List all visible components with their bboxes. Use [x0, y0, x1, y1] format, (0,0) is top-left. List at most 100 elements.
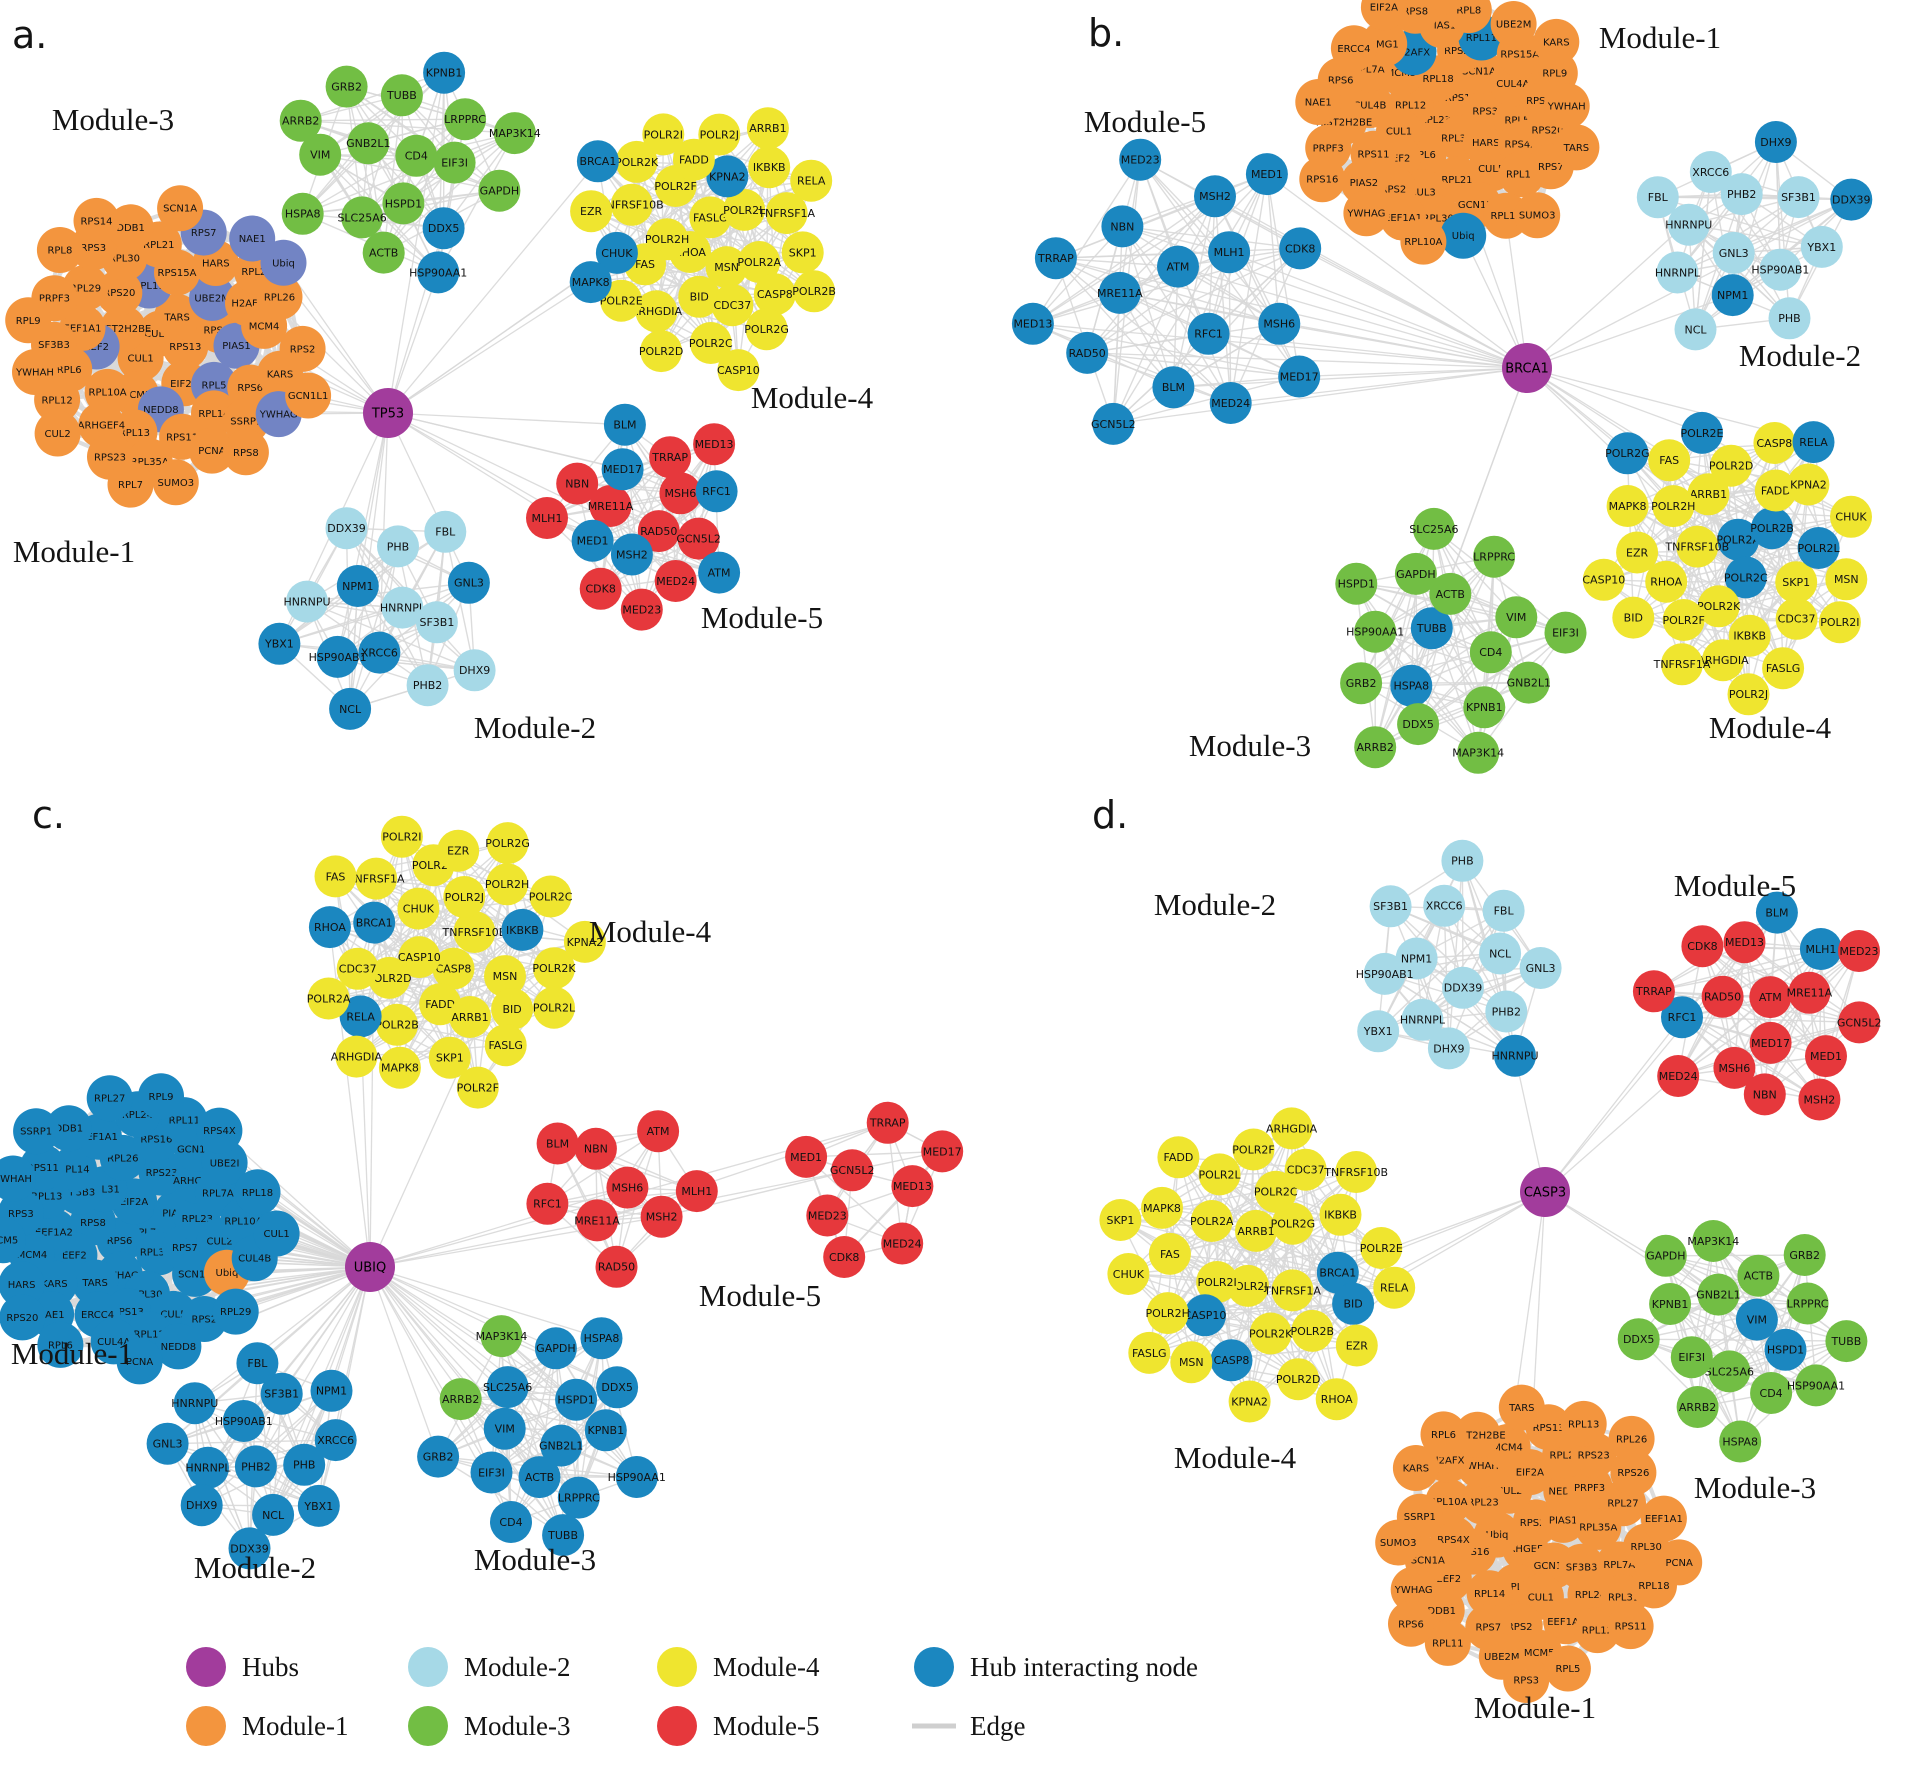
gene-node-circle [1754, 469, 1797, 512]
gene-node-circle [422, 207, 465, 250]
gene-node-circle [470, 1451, 513, 1494]
gene-node: XRCC6 [358, 631, 401, 674]
gene-node: RFC1 [695, 470, 738, 513]
gene-node-circle [180, 1484, 223, 1527]
gene-node-circle [584, 1409, 627, 1452]
gene-node-circle [86, 1075, 133, 1122]
gene-node-circle [1284, 1148, 1327, 1191]
gene-node-circle [1187, 312, 1230, 355]
gene-node-circle [423, 51, 466, 94]
gene-node-circle [1146, 1292, 1189, 1335]
edge [1390, 905, 1507, 1013]
gene-node: TARS [1553, 124, 1600, 171]
gene-node: SKP1 [781, 231, 824, 274]
edge [369, 1266, 562, 1447]
gene-node: SUMO3 [152, 459, 199, 506]
gene-node: CD4 [395, 134, 438, 177]
gene-node: FAS [1148, 1232, 1191, 1275]
edge [1113, 375, 1300, 425]
gene-node: MED23 [620, 588, 663, 631]
edge [1670, 1302, 1808, 1305]
gene-node-circle [1490, 1, 1537, 47]
gene-node-circle [325, 507, 368, 550]
gene-node-circle [1277, 1358, 1320, 1401]
gene-node: SKP1 [1099, 1199, 1142, 1241]
gene-node: NPM1 [310, 1369, 353, 1412]
gene-node: BRCA1 [353, 901, 396, 944]
edge [1669, 1303, 1772, 1394]
gene-node: RPL8 [36, 227, 83, 273]
gene-node-circle [444, 98, 487, 141]
gene-node-circle [518, 1456, 561, 1499]
gene-node-circle [659, 472, 702, 515]
gene-node-circle [382, 182, 425, 225]
gene-node-circle [866, 1101, 909, 1144]
gene-node-circle [579, 567, 622, 610]
gene-node: RPS16 [1299, 156, 1346, 203]
gene-node-circle [1429, 572, 1472, 615]
gene-node: CDC37 [1284, 1148, 1327, 1191]
gene-node: MLH1 [526, 497, 568, 539]
gene-node: EZR [437, 829, 480, 872]
gene-node-circle [1101, 205, 1144, 248]
gene-node: CDK8 [1681, 925, 1724, 968]
gene-node-circle [1469, 631, 1512, 674]
gene-node: MED1 [1245, 153, 1288, 196]
gene-node-circle [212, 1288, 259, 1335]
gene-node-circle [336, 565, 379, 607]
gene-node: YWHAG [1343, 190, 1390, 237]
gene-node-circle [493, 112, 536, 155]
edge [1417, 632, 1566, 725]
gene-node-circle [1749, 1021, 1792, 1064]
gene-node: KPNB1 [584, 1409, 627, 1452]
edge [1739, 1340, 1847, 1443]
gene-node-circle [1708, 1350, 1751, 1393]
edge [437, 1456, 564, 1536]
edge [1415, 573, 1485, 708]
gene-node-circle [1656, 1539, 1703, 1586]
edge [1086, 159, 1141, 354]
gene-node-circle [610, 183, 653, 226]
gene-node: NCL [1674, 308, 1717, 351]
edge [1139, 159, 1230, 253]
gene-node: PHB2 [1485, 990, 1528, 1033]
gene-node-circle [1737, 1254, 1780, 1297]
gene-node: DDX39 [1830, 178, 1873, 221]
gene-node-circle [478, 169, 521, 212]
gene-node-circle [678, 275, 721, 318]
edge [387, 412, 625, 426]
gene-node-circle [765, 192, 808, 235]
gene-node: RELA [1792, 421, 1835, 464]
gene-node-circle [1390, 1566, 1437, 1613]
gene-node: YWHAH [12, 349, 58, 395]
edge [1204, 1303, 1354, 1316]
edge [510, 1348, 557, 1523]
gene-node: PHB2 [406, 664, 449, 707]
gene-node-circle [256, 273, 303, 320]
gene-node-circle [173, 1382, 216, 1425]
gene-node: BID [1332, 1282, 1375, 1325]
gene-node-circle [635, 290, 678, 333]
gene-node-circle [1194, 175, 1236, 218]
gene-node: ACTB [518, 1456, 561, 1499]
gene-node-circle [1354, 726, 1397, 769]
gene-node-circle [595, 1245, 638, 1288]
gene-node-circle [1098, 271, 1141, 314]
edge [369, 1186, 628, 1268]
gene-node-circle [107, 461, 154, 508]
hub-circle [1502, 343, 1552, 393]
edge [346, 86, 456, 164]
gene-node-circle [453, 649, 496, 692]
gene-node-circle [1424, 1619, 1471, 1666]
gene-node: GRB2 [1783, 1234, 1826, 1276]
gene-node-circle [595, 231, 638, 274]
gene-node-circle [711, 284, 754, 327]
edge [1208, 333, 1528, 369]
gene-node-circle [1441, 839, 1484, 882]
edge [1113, 367, 1528, 425]
gene-node: KPNA2 [1228, 1380, 1271, 1423]
edge [1544, 1016, 1683, 1193]
gene-node-circle [1457, 731, 1500, 774]
gene-node: CUL1 [253, 1210, 300, 1257]
